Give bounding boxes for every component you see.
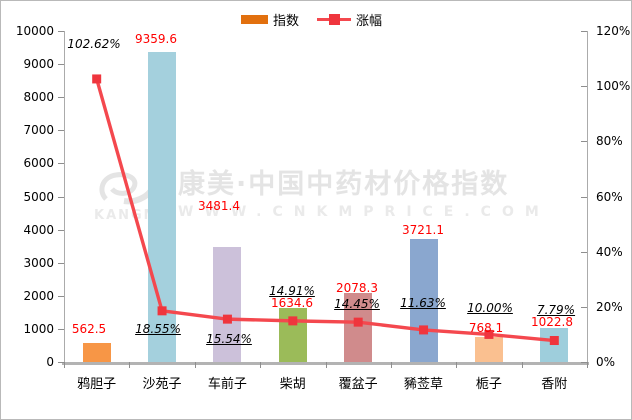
x-axis-category-label: 豨莶草	[404, 377, 444, 392]
pct-label: 11.63%	[400, 296, 446, 310]
bar-value-label: 2078.3	[336, 281, 378, 295]
x-axis-category-label: 香附	[541, 377, 568, 392]
x-axis-tick	[456, 362, 458, 368]
bar-value-label: 768.1	[468, 321, 504, 335]
x-axis-tick	[129, 362, 131, 368]
y-axis-left-tick	[58, 31, 64, 32]
legend-label-change: 涨幅	[356, 14, 383, 29]
legend-label-index: 指数	[273, 14, 300, 29]
y-axis-right-label: 100%	[596, 79, 631, 94]
line-marker	[419, 325, 429, 335]
y-axis-left-label: 9000	[23, 57, 54, 72]
watermark: ® KANGMEI 康美·中国中药材价格指数 WWW.CNKMPRICE.COM	[94, 169, 550, 225]
x-axis-tick	[194, 362, 196, 368]
x-axis-tick	[521, 362, 523, 368]
watermark-url: WWW.CNKMPRICE.COM	[178, 204, 550, 221]
line-marker	[353, 317, 363, 327]
bar	[409, 238, 438, 362]
line-marker	[222, 314, 232, 324]
y-axis-right-tick	[581, 306, 587, 308]
y-axis-right-label: 20%	[596, 299, 623, 314]
bar-value-label: 3721.1	[402, 223, 444, 237]
bar	[213, 246, 242, 362]
y-axis-left-line	[64, 31, 65, 365]
x-axis-category-label: 覆盆子	[338, 377, 378, 392]
y-axis-right-tick	[581, 251, 587, 253]
index-series-swatch-icon	[241, 15, 268, 24]
line-marker	[92, 74, 102, 84]
y-axis-left-tick	[58, 130, 64, 132]
legend-item-index: 指数	[241, 10, 299, 29]
y-axis-left-label: 4000	[23, 222, 54, 237]
watermark-brand-cn: 康美·中国中药材价格指数	[178, 169, 510, 200]
y-axis-right-tick	[581, 141, 587, 143]
line-marker	[549, 336, 559, 346]
y-axis-left-tick	[58, 64, 64, 66]
y-axis-left-label: 8000	[23, 90, 54, 105]
pct-label: 10.00%	[467, 301, 513, 315]
y-axis-left-tick	[58, 163, 64, 165]
y-axis-left-tick	[58, 295, 64, 297]
x-axis-category-label: 鸦胆子	[77, 377, 117, 392]
x-axis-category-label: 车前子	[207, 377, 247, 392]
y-axis-left-label: 10000	[15, 24, 54, 38]
y-axis-right-label: 80%	[596, 134, 623, 149]
bar-value-label: 562.5	[71, 322, 107, 336]
bar-value-label: 9359.6	[135, 32, 177, 46]
y-axis-right-tick	[581, 196, 587, 198]
pct-label: 7.79%	[536, 303, 576, 317]
pct-label: 102.62%	[67, 37, 121, 51]
line-marker	[484, 329, 494, 339]
y-axis-right-tick	[581, 362, 587, 363]
y-axis-left-label: 3000	[23, 255, 54, 270]
y-axis-left-tick	[58, 196, 64, 198]
bar-value-label: 1634.6	[271, 296, 313, 310]
y-axis-right-line	[587, 31, 588, 365]
change-series-line-icon	[317, 14, 352, 25]
pct-label: 18.55%	[135, 322, 181, 336]
x-axis-category-label: 栀子	[475, 377, 502, 392]
x-axis-category-label: 柴胡	[279, 377, 306, 392]
x-axis-tick	[587, 362, 588, 368]
y-axis-left-tick	[58, 97, 64, 99]
y-axis-left-tick	[58, 229, 64, 231]
y-axis-right-label: 0%	[596, 355, 616, 369]
bar	[474, 336, 503, 362]
bar	[540, 328, 569, 362]
y-axis-left-tick	[58, 262, 64, 264]
bar	[82, 343, 111, 362]
pct-label: 15.54%	[206, 332, 252, 346]
pct-label: 14.91%	[269, 284, 315, 298]
y-axis-left-label: 0	[46, 355, 54, 369]
x-axis-tick	[325, 362, 327, 368]
x-axis-tick	[64, 362, 65, 368]
x-axis-tick	[390, 362, 392, 368]
y-axis-right-label: 120%	[596, 24, 631, 38]
y-axis-left-label: 6000	[23, 156, 54, 171]
bar-value-label: 3481.4	[198, 199, 240, 213]
pct-label: 14.45%	[334, 297, 380, 311]
bar	[344, 293, 373, 362]
y-axis-right-label: 60%	[596, 189, 623, 204]
y-axis-left-label: 2000	[23, 288, 54, 303]
y-axis-right-tick	[581, 86, 587, 88]
y-axis-right-label: 40%	[596, 244, 623, 259]
chart-legend: 指数 涨幅	[241, 10, 382, 29]
y-axis-left-label: 5000	[23, 189, 54, 204]
y-axis-right-tick	[581, 31, 587, 32]
bar-value-label: 1022.8	[531, 315, 573, 329]
x-axis-tick	[260, 362, 262, 368]
legend-item-change: 涨幅	[317, 10, 382, 29]
y-axis-left-label: 7000	[23, 123, 54, 138]
x-axis-category-label: 沙苑子	[142, 377, 182, 392]
line-marker	[288, 316, 298, 326]
y-axis-left-tick	[58, 328, 64, 330]
y-axis-left-label: 1000	[23, 321, 54, 336]
line-marker	[157, 306, 167, 316]
y-axis-left-tick	[58, 362, 64, 363]
